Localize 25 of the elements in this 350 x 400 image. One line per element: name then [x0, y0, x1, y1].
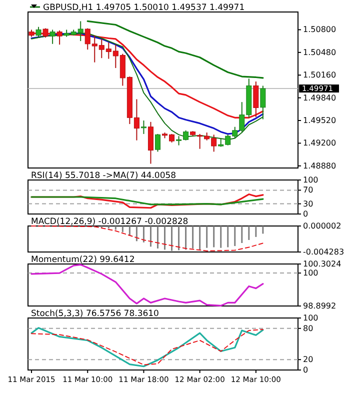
y-tick-label: 100	[303, 268, 318, 278]
y-tick-label: 30	[303, 199, 314, 208]
y-tick-label: 1.50160	[303, 70, 336, 80]
y-tick-label: 70	[303, 186, 314, 195]
chart-title: Momentum(22) 99.6412	[31, 255, 135, 265]
y-tick-label: 100	[303, 314, 318, 322]
y-tick-label: 0.000002	[303, 222, 342, 230]
y-tick-label: 1.50800	[303, 25, 336, 34]
y-tick-label: -0.004283	[303, 248, 344, 256]
y-tick-label: 1.48880	[303, 161, 336, 170]
y-tick-label: 100.3024	[303, 260, 342, 268]
y-tick-label: 0	[303, 366, 308, 374]
chart-title: RSI(14) 55.7018 ->MA(7) 44.0058	[31, 171, 176, 181]
y-tick-label: 1.50480	[303, 48, 336, 57]
y-tick-label: 1.49520	[303, 116, 336, 125]
y-tick-label: 80	[303, 324, 314, 333]
y-tick-label: 0	[303, 210, 308, 218]
y-tick-label: 20	[303, 355, 314, 364]
chart-title: GBPUSD,H1 1.49705 1.50010 1.49537 1.49971	[43, 3, 245, 13]
chart-title: MACD(12,26,9) -0.001267 -0.002828	[31, 217, 188, 227]
y-tick-label: 100	[303, 176, 318, 184]
y-tick-label: 1.49840	[303, 93, 336, 102]
y-tick-label: 98.8992	[303, 302, 336, 310]
chart-title: Stoch(5,3,3) 76.5756 78.3610	[31, 309, 159, 319]
y-tick-label: 1.49200	[303, 138, 336, 148]
